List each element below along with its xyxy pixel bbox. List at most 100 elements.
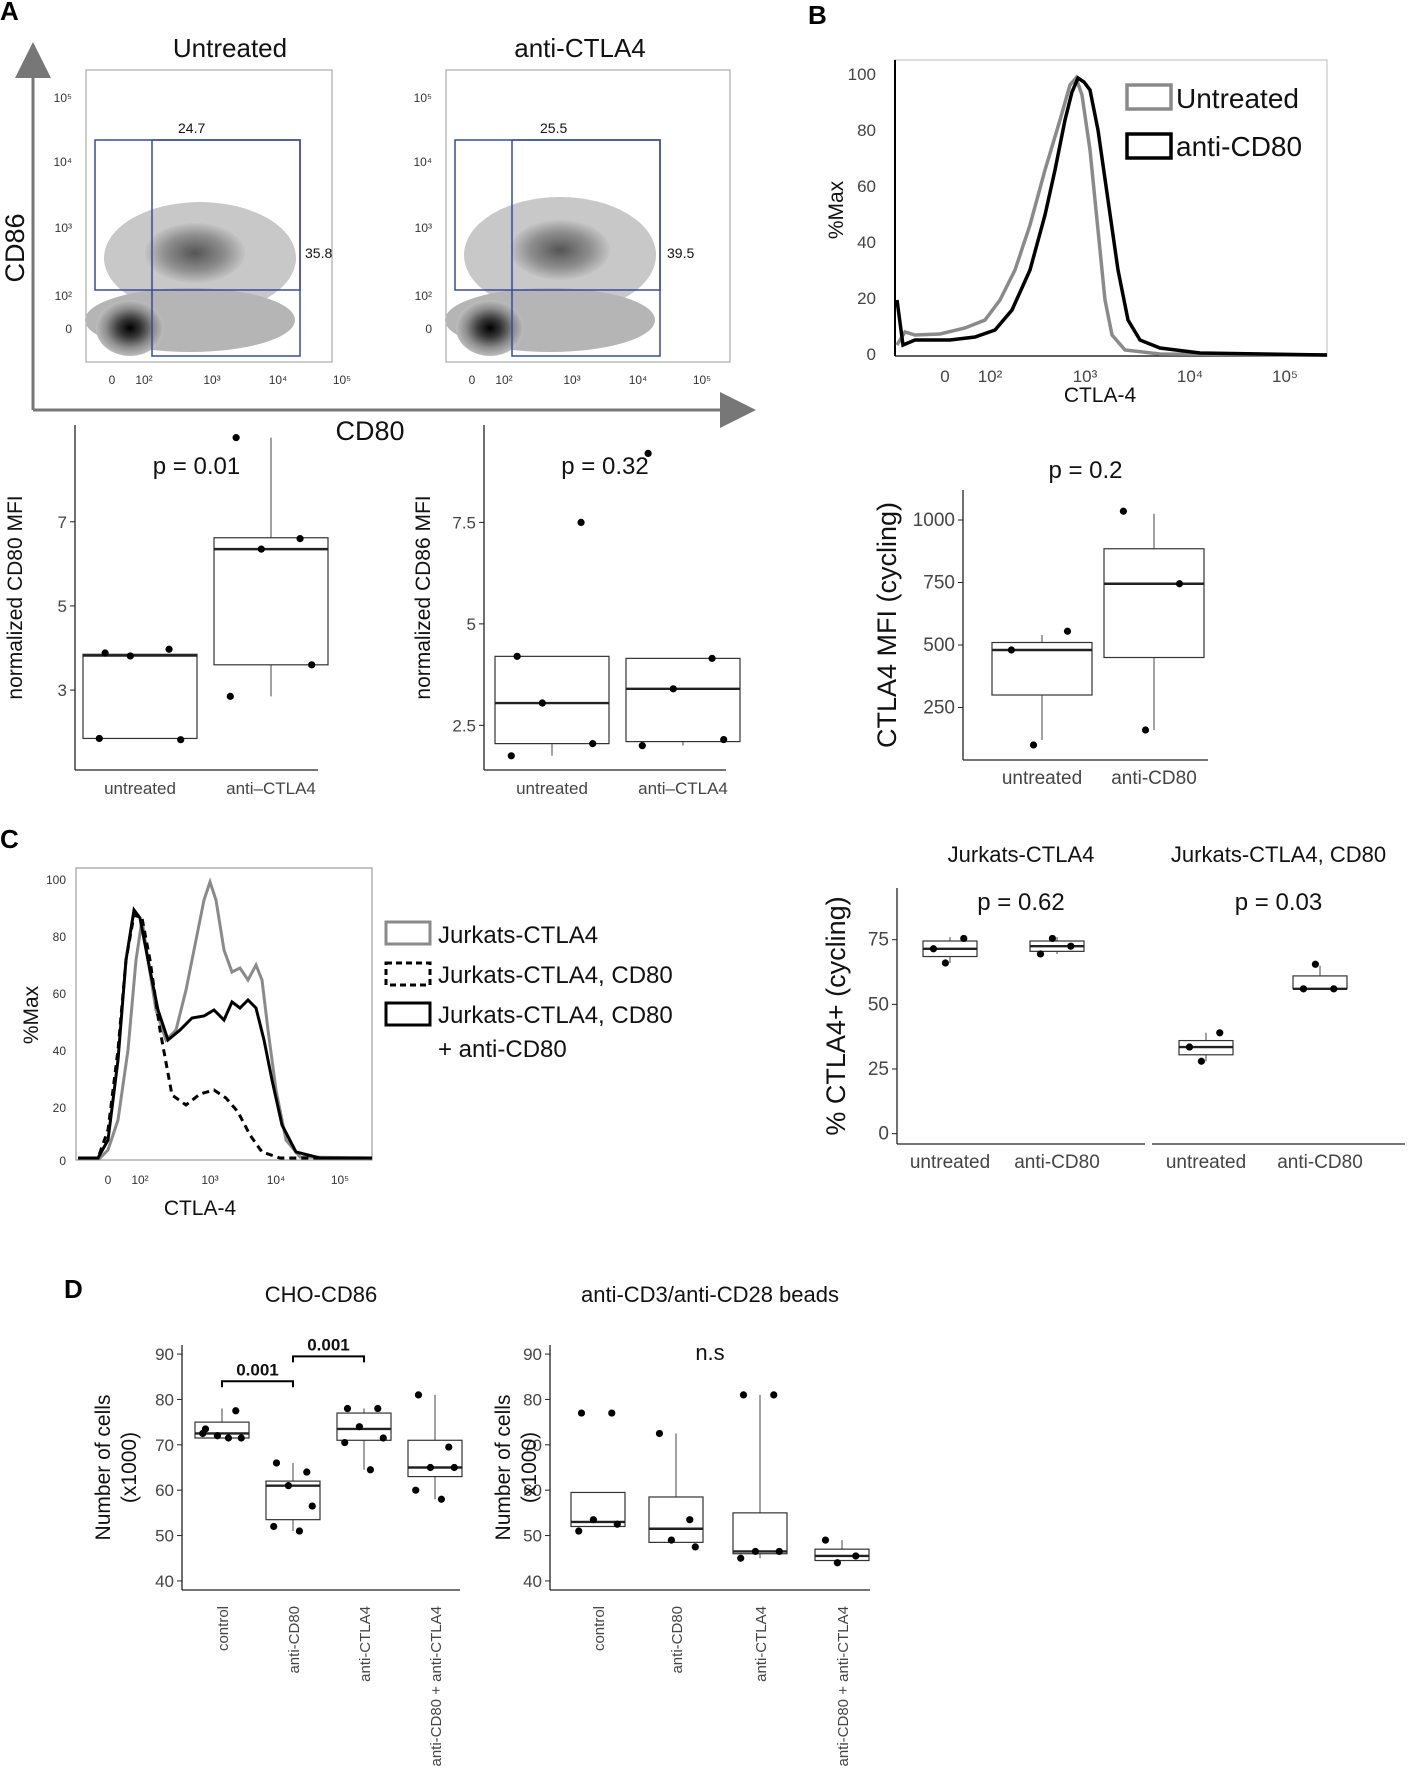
chart-annotation: p = 0.62	[977, 889, 1064, 916]
data-point	[720, 735, 728, 744]
legend-b-label-untreated: Untreated	[1176, 83, 1299, 114]
box-untreated	[1178, 1029, 1234, 1065]
chart-title: p = 0.2	[1048, 457, 1122, 484]
data-point	[270, 1522, 278, 1531]
box-iqr	[407, 1439, 463, 1478]
x-category-label: anti-CD80 + anti-CTLA4	[835, 1606, 852, 1767]
histogram-c-frame	[75, 867, 373, 1161]
y-tick-label: 500	[923, 635, 955, 656]
data-point	[303, 1468, 311, 1476]
y-tick-label: 1000	[913, 510, 955, 531]
x-tick-1e5: 10⁵	[333, 373, 351, 387]
density-ticks-anti-ctla4: 10⁵ 10⁴ 10³ 10² 0 0 10² 10³ 10⁴ 10⁵	[413, 91, 711, 387]
data-point	[295, 1527, 304, 1535]
y-tick-1e2: 10²	[415, 289, 432, 303]
panel-letter-c: C	[0, 824, 19, 854]
hist-c-y-tick-60: 60	[53, 987, 67, 1001]
box-iqr	[648, 1496, 704, 1543]
box-anti-cd80	[1292, 960, 1348, 993]
data-point	[691, 1543, 699, 1551]
hist-b-y-tick-20: 20	[857, 289, 876, 308]
y-tick-label: 40	[155, 1572, 174, 1591]
data-point	[343, 1404, 352, 1413]
data-point	[165, 645, 173, 653]
data-point	[1299, 985, 1308, 993]
data-point	[667, 1536, 676, 1544]
y-axis-label: % CTLA4+ (cycling)	[821, 896, 851, 1135]
box-iqr	[625, 657, 741, 743]
x-tick-1e3: 10³	[563, 373, 580, 387]
data-point	[577, 518, 585, 527]
x-category-label: anti-CTLA4	[753, 1606, 770, 1682]
x-tick-1e2: 10²	[495, 373, 512, 387]
y-tick-label: 5	[58, 597, 67, 616]
data-point	[232, 1407, 240, 1415]
y-axis-label: normalized CD80 MFI	[4, 495, 27, 699]
hist-b-y-tick-60: 60	[857, 177, 876, 196]
data-point	[414, 1391, 423, 1399]
box-untreated	[82, 645, 198, 744]
data-point	[1185, 1043, 1194, 1051]
hist-b-y-tick-100: 100	[848, 65, 876, 84]
data-point	[199, 1429, 207, 1438]
y-axis-label: Number of cells	[92, 1395, 115, 1541]
data-point	[284, 1482, 293, 1490]
x-tick-1e5: 10⁵	[693, 373, 711, 387]
data-point	[445, 1443, 453, 1451]
legend-c-swatch-jurkat-cd80	[384, 961, 432, 987]
data-point	[1063, 627, 1072, 635]
hist-c-x-tick-1e3: 10³	[201, 1173, 218, 1187]
box-iqr	[1103, 548, 1205, 659]
data-point	[655, 1429, 664, 1438]
data-point	[177, 736, 185, 744]
hist-c-y-tick-40: 40	[53, 1044, 67, 1058]
y-tick-label: 70	[523, 1436, 542, 1455]
box-anti-cd80	[1029, 934, 1085, 958]
legend-b-label-anti-cd80: anti-CD80	[1176, 131, 1302, 162]
significance-bracket	[221, 1380, 294, 1388]
data-point	[1175, 580, 1184, 588]
data-point	[638, 742, 646, 750]
boxplot-a_cd80: 3 5 7 normalized CD80 MFI p = 0.01 untreated a…	[4, 425, 329, 798]
data-point	[589, 1516, 598, 1524]
legend-c-label-anti-cd80-line1: Jurkats-CTLA4, CD80	[438, 1002, 673, 1029]
data-point	[821, 1536, 830, 1544]
y-axis-label: normalized CD86 MFI	[412, 495, 435, 699]
gate-double-untreated	[151, 139, 301, 357]
y-tick-label: 60	[155, 1481, 174, 1500]
y-tick-label: 7.5	[452, 513, 476, 532]
data-point	[296, 534, 304, 543]
hist-c-y-tick-0: 0	[59, 1154, 66, 1168]
y-tick-label: 90	[523, 1345, 542, 1364]
chart-title: CHO-CD86	[265, 1282, 377, 1307]
x-tick-1e2: 10²	[135, 373, 152, 387]
box-anti-cd80-anti-ctla4	[407, 1391, 463, 1503]
data-point	[960, 934, 968, 943]
box-iqr	[213, 537, 329, 666]
hist-b-y-tick-0: 0	[867, 345, 876, 364]
data-point	[1330, 985, 1338, 993]
histogram-c-jurkat-curve	[78, 877, 373, 1160]
x-category-label: anti-CD80	[1277, 1152, 1363, 1173]
panel-a-x-label: CD80	[335, 416, 404, 446]
box-iqr	[732, 1512, 788, 1555]
legend-b-swatch-untreated	[1125, 83, 1173, 111]
hist-b-x-tick-0: 0	[940, 367, 949, 386]
hist-c-y-tick-20: 20	[53, 1101, 67, 1115]
box-anti-cd80-anti-ctla4	[814, 1536, 870, 1567]
density-cloud-core	[456, 300, 524, 356]
data-point	[426, 1463, 435, 1472]
box-anti-cd80	[648, 1429, 704, 1551]
x-tick-1e4: 10⁴	[629, 373, 648, 387]
x-tick-0: 0	[469, 373, 476, 387]
hist-c-x-label: CTLA-4	[164, 1197, 237, 1220]
chart-annotation: p = 0.03	[1235, 889, 1322, 916]
y-tick-label: 75	[868, 930, 889, 951]
data-point	[708, 654, 716, 662]
chart-title: Jurkats-CTLA4, CD80	[1171, 842, 1386, 867]
y-tick-0: 0	[425, 322, 432, 336]
data-point	[1007, 646, 1016, 654]
data-point	[1048, 934, 1057, 943]
density-plot-untreated: Untreated 24.7 35.8 10⁵ 10⁴ 10³ 10² 0 0 …	[53, 33, 351, 387]
